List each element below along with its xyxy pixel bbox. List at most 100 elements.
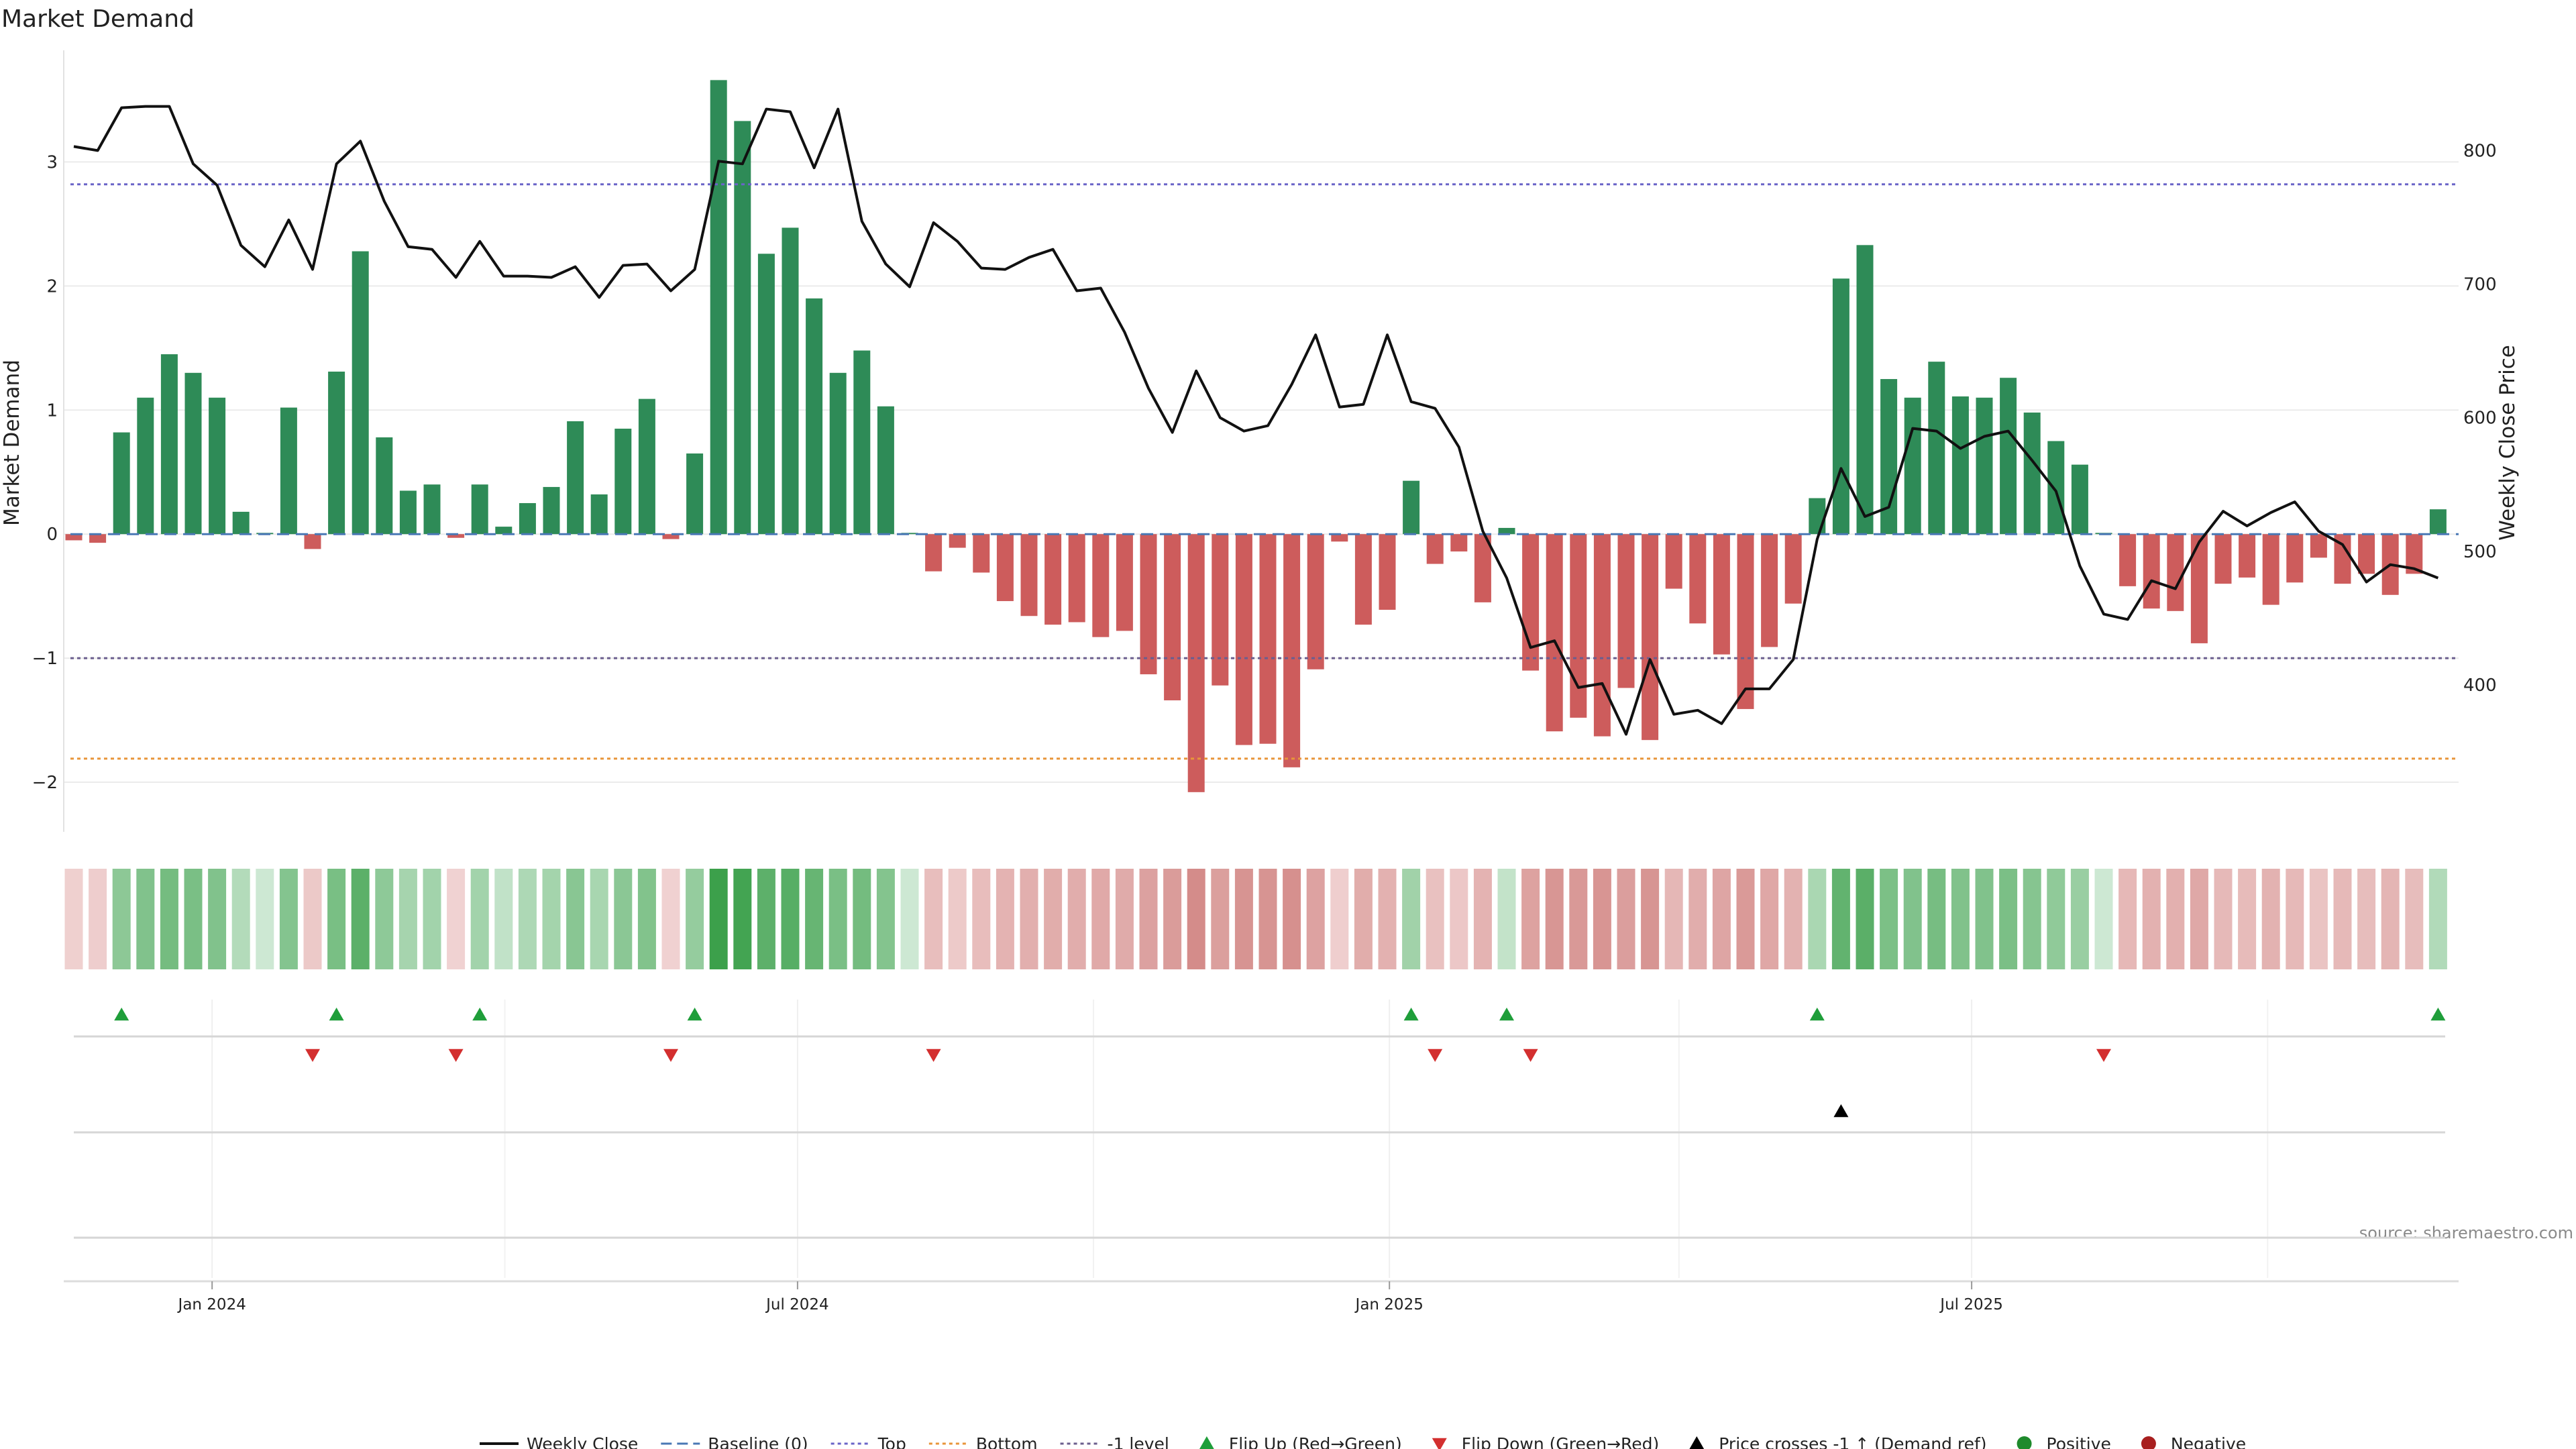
heat-cell [542,869,561,969]
legend-swatch [2017,1436,2032,1449]
demand-bar [2119,534,2137,586]
demand-bar [1020,534,1038,616]
legend-label: Flip Up (Red→Green) [1229,1434,1402,1449]
heat-cell [1760,869,1779,969]
demand-bar [1904,397,1921,535]
heat-cell [2428,869,2447,969]
demand-bar [280,407,297,535]
heat-cell [1044,869,1063,969]
demand-bar [1140,534,1157,675]
demand-bar [1092,534,1110,637]
heat-cell [972,869,991,969]
demand-bar [1474,534,1491,602]
heat-cell [2238,869,2257,969]
demand-bar [1307,534,1324,669]
flip-up-marker [1499,1008,1514,1021]
x-tick-label: Jul 2024 [765,1296,829,1313]
flip-up-marker [2430,1008,2446,1021]
event-markers: Jan 2024 Jul 2024 Jan 2025 Jul 2025 [64,1000,2459,1313]
heat-cell [590,869,608,969]
heat-cell [1450,869,1468,969]
flip-up-marker [1809,1008,1825,1021]
heat-cell [828,869,847,969]
heat-cell [1187,869,1205,969]
heat-cell [1951,869,1970,969]
flip-down-marker [305,1049,320,1062]
heat-cell [2261,869,2280,969]
heat-cell [1473,869,1492,969]
heat-cell [2190,869,2208,969]
y2-tick-label: 800 [2463,141,2497,161]
demand-bar [949,534,966,548]
heat-cell [757,869,775,969]
demand-bar [2310,534,2327,558]
demand-bar [1116,534,1133,631]
demand-bar [1689,534,1707,624]
demand-bar [1068,534,1085,623]
heat-cell [614,869,633,969]
axis-ticks: 3 2 1 0 −1 −2 800 700 600 500 400 [32,141,2497,793]
heat-cell [1927,869,1946,969]
demand-bar [662,534,680,539]
heat-cell [1258,869,1277,969]
heat-cell [661,869,680,969]
heat-cell [2333,869,2352,969]
flip-down-marker [2096,1049,2111,1062]
heat-cell [2047,869,2065,969]
demand-bar [1187,534,1205,792]
heat-cell [2381,869,2400,969]
heat-cell [136,869,155,969]
legend-label: Weekly Close [527,1434,638,1449]
heat-cell [1211,869,1230,969]
demand-bar [2214,534,2232,584]
demand-bar [2143,534,2160,609]
heat-cell [2142,869,2161,969]
heat-cell [733,869,752,969]
y2-tick-label: 600 [2463,409,2497,429]
demand-bar [1379,534,1396,610]
heat-cell [1402,869,1421,969]
demand-bar [2286,534,2304,583]
y2-tick-label: 500 [2463,542,2497,562]
heat-cell [1163,869,1182,969]
demand-bar [543,486,560,535]
heat-cell [1664,869,1683,969]
heat-cell [1831,869,1850,969]
legend-label: Price crosses -1 ↑ (Demand ref) [1719,1434,1986,1449]
heat-cell [1020,869,1038,969]
legend-swatch [1199,1436,1214,1449]
heat-cell [1975,869,1994,969]
demand-bar [1283,534,1301,767]
heat-cell [518,869,537,969]
heat-cell [398,869,417,969]
heat-cell [208,869,227,969]
heat-cell [686,869,704,969]
legend-label: Flip Down (Green→Red) [1462,1434,1660,1449]
heat-cell [184,869,203,969]
demand-bar [376,437,393,535]
demand-bar [829,372,847,535]
heat-cell [1306,869,1325,969]
flip-down-marker [926,1049,941,1062]
y2-tick-label: 400 [2463,676,2497,696]
demand-bar [614,429,632,535]
heat-cell [924,869,943,969]
demand-bar [1665,534,1682,589]
y-tick-label: 1 [46,400,58,421]
y2-tick-label: 700 [2463,275,2497,295]
demand-bar [1642,534,1659,741]
demand-bar [1546,534,1563,732]
heat-cell [637,869,656,969]
heat-cell [1999,869,2018,969]
heat-cell [1521,869,1540,969]
heat-cell [900,869,919,969]
demand-bar [2358,534,2375,574]
demand-bar [1450,534,1468,552]
heat-cell [375,869,394,969]
heat-cell [1426,869,1444,969]
x-tick-label: Jan 2025 [1354,1296,1424,1313]
flip-up-marker [687,1008,702,1021]
heat-cell [1712,869,1731,969]
demand-bar [1617,534,1635,688]
heat-cell [1880,869,1898,969]
